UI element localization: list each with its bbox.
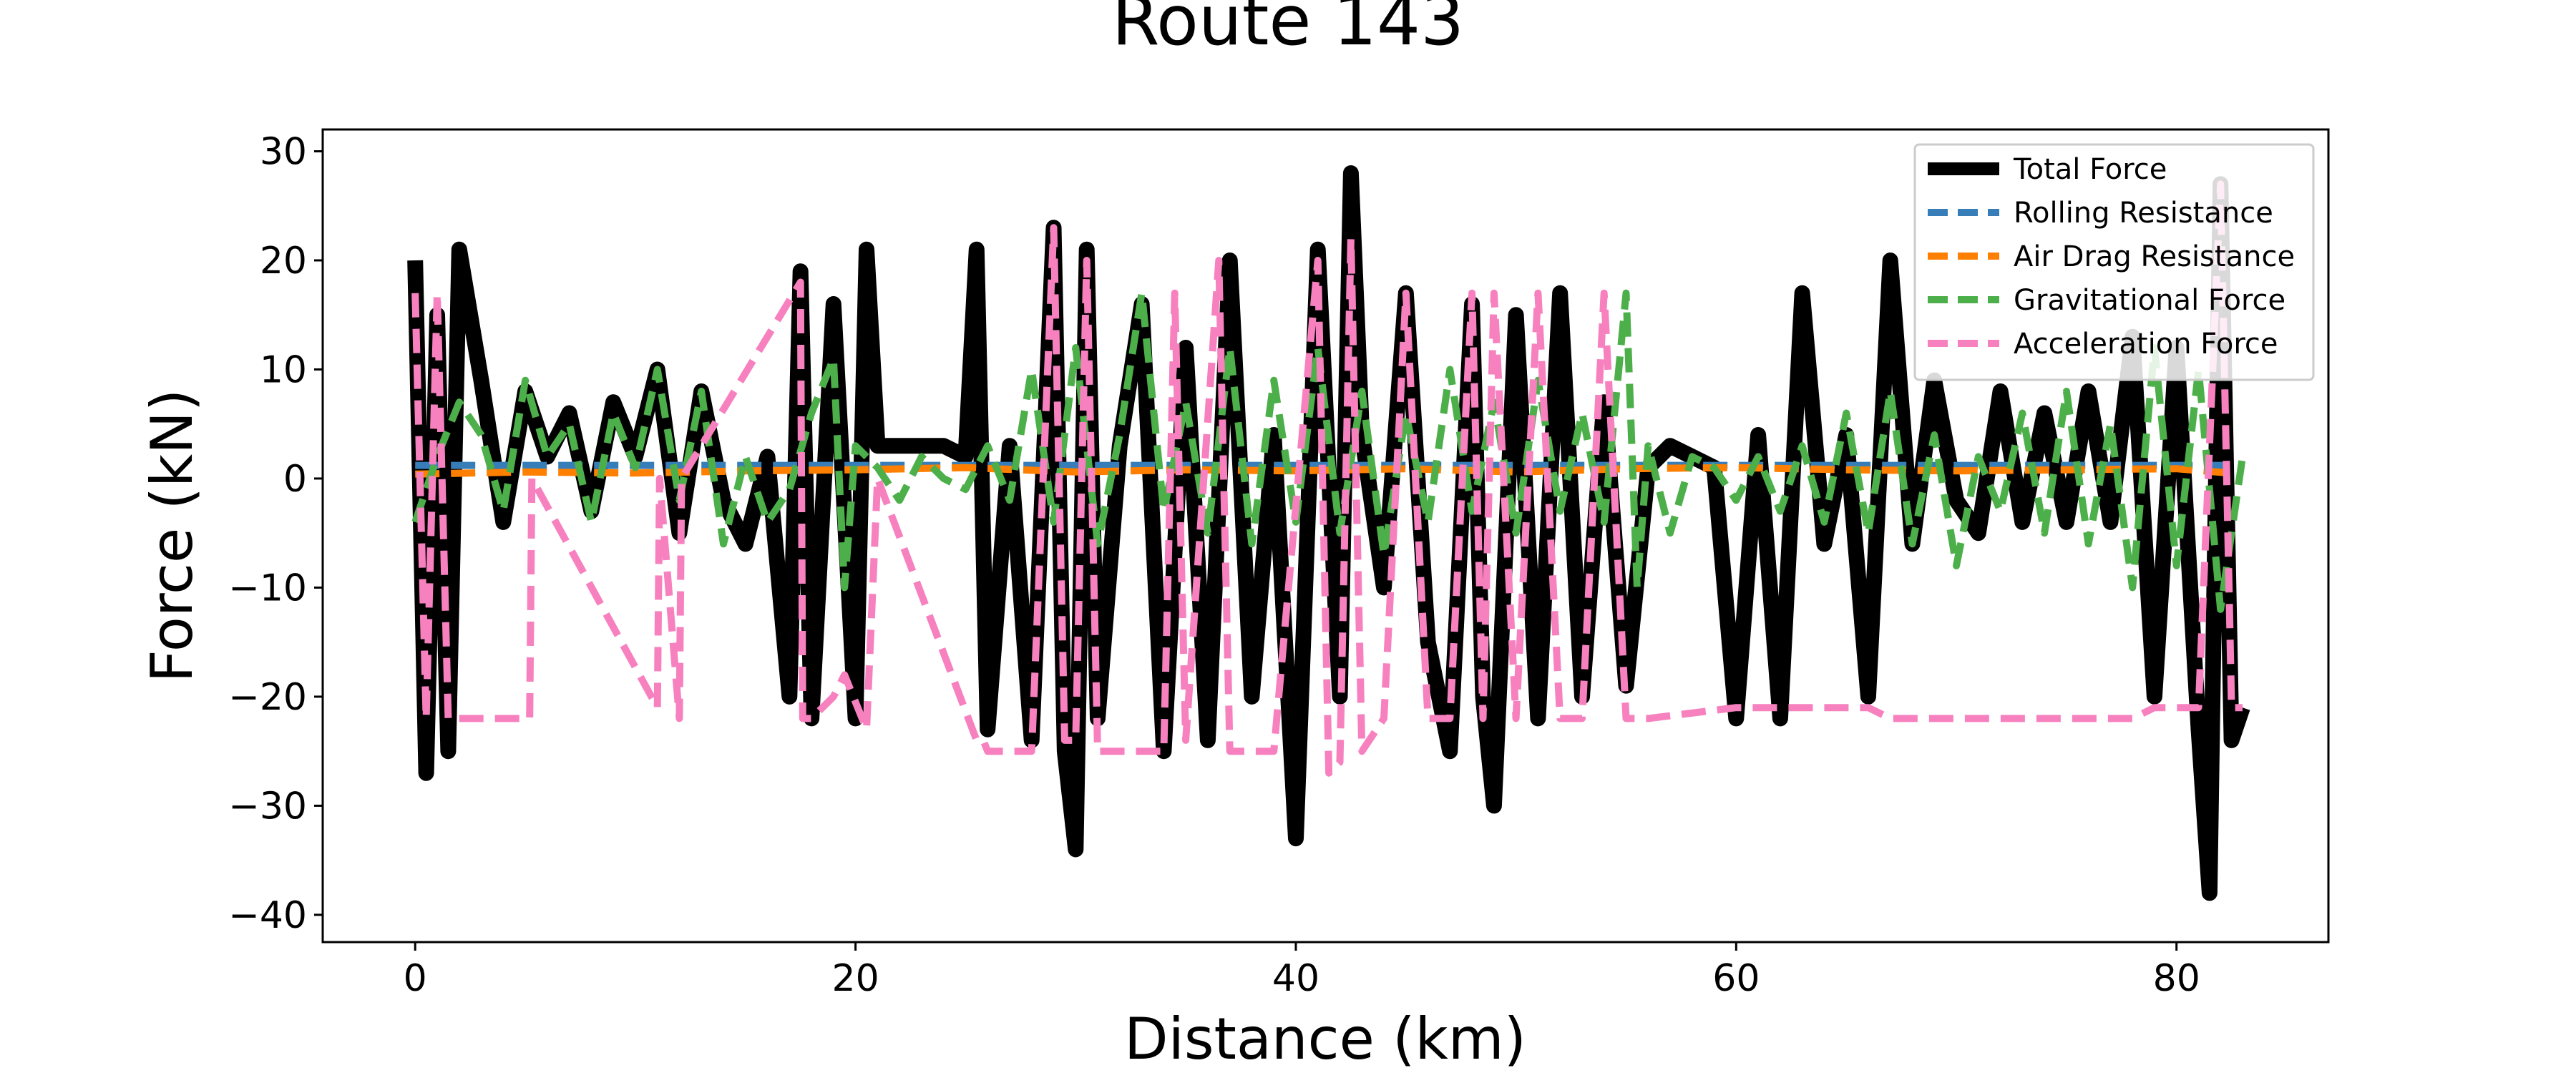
y-tick-label: −10 (228, 567, 307, 609)
series-line-2 (415, 464, 2243, 478)
series-line-3 (411, 289, 2246, 613)
y-tick-label: −20 (228, 676, 307, 719)
legend-box (1913, 143, 2315, 381)
series-layer (407, 165, 2250, 901)
legend-label-2: Air Drag Resistance (2014, 240, 2295, 273)
x-tick-label: 20 (832, 957, 879, 1000)
x-tick-label: 0 (404, 957, 427, 1000)
y-tick-label: 20 (260, 240, 307, 283)
legend-label-3: Gravitational Force (2014, 284, 2285, 317)
chart-title: Route 143 (1112, 0, 1464, 61)
x-tick-label: 40 (1272, 957, 1319, 1000)
legend: Total Force Rolling Resistance Air Drag Re… (1913, 143, 2315, 381)
y-axis-label: Force (kN) (139, 389, 205, 682)
x-tick-label: 60 (1712, 957, 1760, 1000)
y-tick-label: 10 (260, 348, 307, 391)
legend-label-4: Acceleration Force (2014, 328, 2278, 361)
legend-label-0: Total Force (2013, 153, 2167, 186)
plot-area (321, 128, 2330, 944)
y-axis-ticks: 30 20 10 0 −10 −20 −30 −40 (228, 130, 323, 937)
y-tick-label: 0 (283, 458, 307, 501)
axes-frame (321, 128, 2330, 944)
x-axis-ticks: 0 20 40 60 80 (404, 942, 2200, 1000)
y-tick-label: −30 (228, 785, 307, 828)
y-tick-label: 30 (260, 130, 307, 173)
y-tick-label: −40 (228, 894, 307, 937)
x-tick-label: 80 (2153, 957, 2200, 1000)
x-axis-label: Distance (km) (1124, 1006, 1526, 1072)
legend-label-1: Rolling Resistance (2014, 197, 2273, 230)
series-line-4 (411, 180, 2243, 777)
